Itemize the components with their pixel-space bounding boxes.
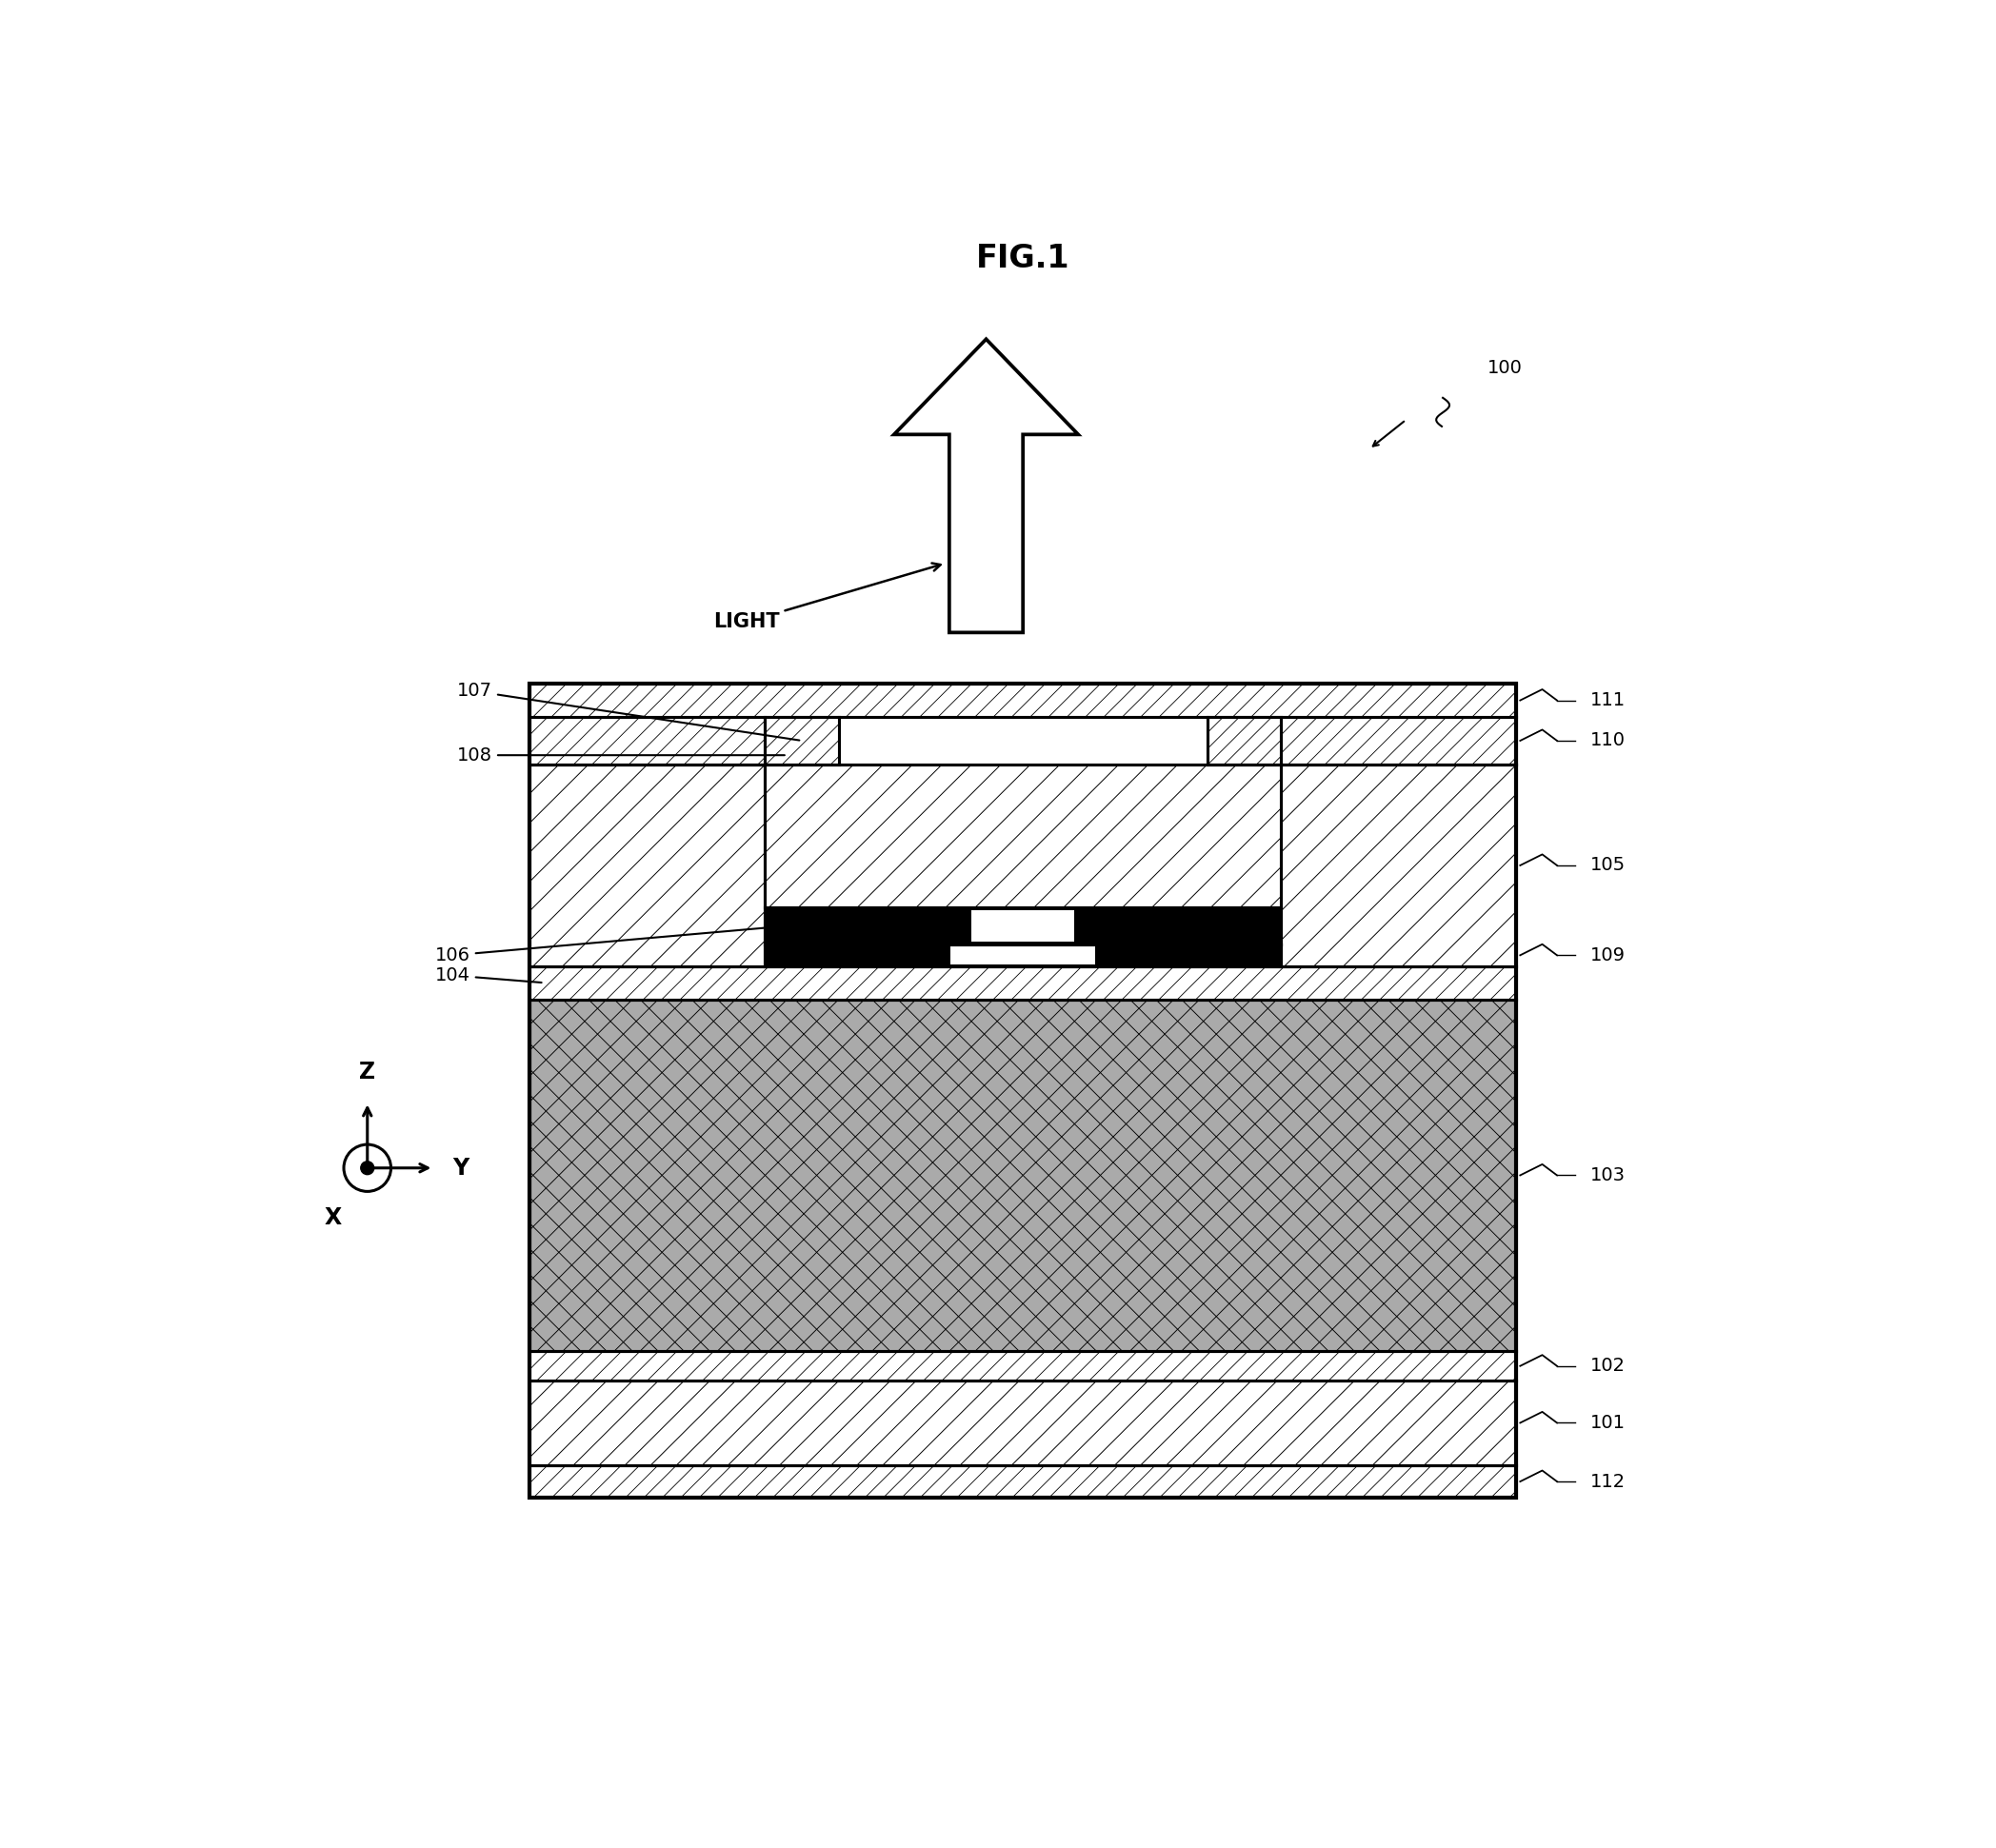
Text: X: X (323, 1207, 341, 1229)
Text: 104: 104 (435, 967, 541, 985)
Text: Z: Z (359, 1061, 375, 1083)
Polygon shape (894, 340, 1078, 632)
Bar (529, 967, 1517, 1000)
Bar (529, 1351, 1517, 1380)
Bar (764, 944, 1281, 967)
Bar (529, 684, 1517, 1499)
Bar (972, 909, 1074, 942)
Bar (529, 717, 764, 765)
Text: 102: 102 (1591, 1356, 1625, 1375)
Text: 105: 105 (1591, 856, 1625, 874)
Bar (529, 1000, 1517, 1351)
Bar (1208, 717, 1281, 765)
Circle shape (361, 1161, 373, 1175)
Bar (1281, 717, 1517, 765)
Text: FIG.1: FIG.1 (976, 242, 1070, 274)
Bar (764, 765, 1281, 907)
Bar (1281, 765, 1517, 967)
Bar (764, 717, 838, 765)
Text: 107: 107 (457, 682, 798, 741)
Bar (764, 907, 1281, 944)
Bar (529, 1380, 1517, 1465)
Text: 111: 111 (1591, 691, 1625, 710)
Text: LIGHT: LIGHT (713, 564, 940, 632)
Bar (950, 946, 1096, 965)
Text: Y: Y (451, 1157, 469, 1179)
Bar (529, 684, 1517, 717)
Text: 101: 101 (1591, 1414, 1625, 1432)
Text: 103: 103 (1591, 1166, 1625, 1185)
Bar (529, 1465, 1517, 1499)
Text: 110: 110 (1591, 732, 1625, 750)
Text: 108: 108 (457, 747, 784, 765)
Bar (529, 765, 764, 967)
Text: 109: 109 (1591, 946, 1625, 965)
Text: 100: 100 (1487, 359, 1523, 377)
Text: 112: 112 (1591, 1473, 1625, 1491)
Text: 106: 106 (435, 926, 784, 965)
